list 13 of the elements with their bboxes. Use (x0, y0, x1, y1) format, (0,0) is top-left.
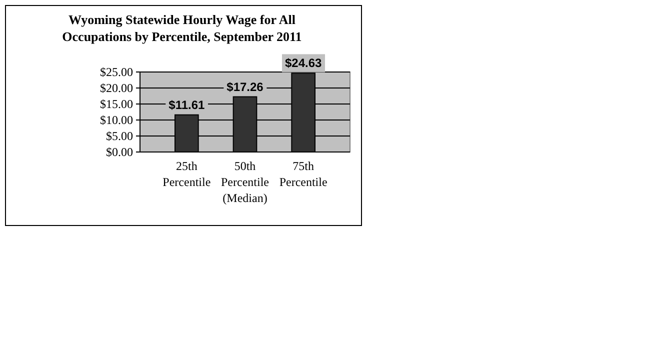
y-tick-label: $25.00 (100, 64, 133, 79)
y-tick-label: $20.00 (100, 80, 133, 95)
x-tick-label: 50th Percentile (Median) (221, 159, 269, 205)
y-tick-label: $15.00 (100, 96, 133, 111)
x-tick-label: 75th Percentile (279, 159, 328, 189)
data-label: $17.26 (226, 80, 264, 94)
y-tick-label: $10.00 (100, 112, 133, 127)
data-label: $11.61 (168, 98, 206, 112)
chart-title: Wyoming Statewide Hourly Wage for All Occupations by Percentile, September 2011 (62, 12, 302, 44)
x-tick-label: 25th Percentile (162, 159, 211, 189)
y-tick-label: $5.00 (106, 128, 133, 143)
y-tick-label: $0.00 (106, 144, 133, 159)
data-label: $24.63 (284, 56, 322, 70)
